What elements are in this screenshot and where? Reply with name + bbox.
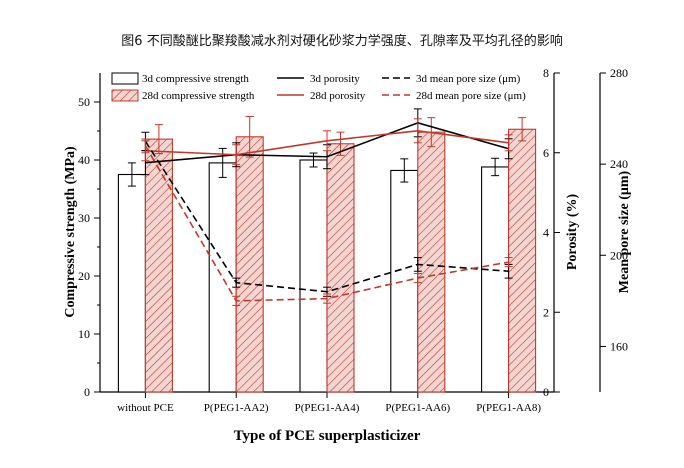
pore-size-axis-tick-label: 280	[610, 66, 628, 80]
legend-label-28d-porosity: 28d porosity	[310, 90, 366, 102]
x-axis-title: Type of PCE superplasticizer	[234, 428, 421, 444]
porosity-axis-tick-label: 8	[543, 66, 549, 80]
porosity-axis-title: Porosity (%)	[565, 193, 580, 270]
left-axis-tick-label: 10	[78, 327, 90, 341]
legend-label-3d-strength: 3d compressive strength	[142, 73, 249, 85]
legend-swatch-28d-strength	[111, 89, 139, 102]
bar-3d-strength	[208, 162, 237, 393]
left-axis-tick-label: 30	[78, 211, 90, 225]
legend-label-3d-pore-size: 3d mean pore size (μm)	[416, 73, 521, 85]
left-axis-tick-label: 40	[78, 153, 90, 167]
legend-label-28d-pore-size: 28d mean pore size (μm)	[416, 90, 526, 102]
left-axis-title: Compressive strength (MPa)	[63, 146, 78, 318]
legend-label-28d-strength: 28d compressive strength	[142, 90, 255, 102]
legend-label-3d-porosity: 3d porosity	[310, 73, 360, 85]
left-axis-tick-label: 0	[84, 385, 90, 399]
x-axis-tick-label: P(PEG1-AA8)	[476, 402, 541, 414]
porosity-axis-tick-label: 6	[543, 146, 549, 160]
left-axis-tick-label: 50	[78, 95, 90, 109]
x-axis-tick-label: P(PEG1-AA6)	[385, 402, 450, 414]
pore-size-axis-tick-label: 240	[610, 157, 628, 171]
legend-swatch-3d-strength	[111, 72, 139, 85]
pore-size-axis-tick-label: 160	[610, 339, 628, 353]
bar-28d-strength	[326, 143, 355, 393]
bar-28d-strength	[417, 131, 446, 393]
figure-title: 图6 不同酸醚比聚羧酸减水剂对硬化砂浆力学强度、孔隙率及平均孔径的影响	[121, 34, 563, 49]
bar-3d-strength	[481, 166, 510, 393]
porosity-axis-tick-label: 2	[543, 305, 549, 319]
x-axis-tick-label: without PCE	[117, 402, 174, 414]
bar-3d-strength	[299, 159, 328, 393]
legend: 3d compressive strength 28d compressive …	[111, 72, 526, 102]
left-axis-tick-label: 20	[78, 269, 90, 283]
pore-size-axis-tick-label: 200	[610, 248, 628, 262]
bar-28d-strength	[235, 136, 264, 393]
x-axis-tick-label: P(PEG1-AA2)	[204, 402, 269, 414]
pore-size-axis-title: Mean pore size (μm)	[617, 170, 632, 293]
bar-28d-strength	[144, 138, 173, 393]
bar-28d-strength	[508, 128, 537, 393]
x-axis-tick-label: P(PEG1-AA4)	[295, 402, 360, 414]
bar-3d-strength	[390, 169, 419, 393]
bar-3d-strength	[117, 173, 146, 393]
porosity-axis-tick-label: 4	[543, 226, 549, 240]
porosity-axis-tick-label: 0	[543, 385, 549, 399]
